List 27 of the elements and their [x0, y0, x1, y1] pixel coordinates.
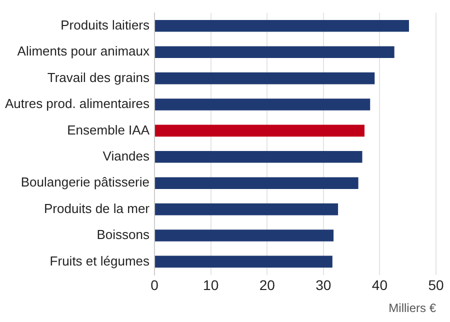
- x-tick-label: 0: [150, 277, 159, 294]
- x-tick-label: 40: [372, 277, 388, 294]
- bar: [155, 151, 362, 163]
- bar: [155, 203, 338, 216]
- x-tick-label: 20: [259, 277, 276, 294]
- y-tick-label: Boissons: [96, 227, 150, 242]
- y-tick-label: Autres prod. alimentaires: [4, 96, 150, 112]
- bar: [155, 124, 364, 137]
- y-tick-label: Aliments pour animaux: [17, 44, 150, 59]
- y-tick-label: Ensemble IAA: [67, 122, 150, 138]
- x-tick-label: 30: [316, 277, 332, 294]
- y-tick-label: Viandes: [102, 148, 150, 164]
- bar: [155, 20, 409, 32]
- y-tick-label: Boulangerie pâtisserie: [20, 174, 150, 190]
- bar: [155, 46, 394, 58]
- y-tick-label: Fruits et légumes: [50, 253, 150, 268]
- y-tick-label: Travail des grains: [47, 70, 150, 85]
- y-tick-label: Produits laitiers: [60, 17, 150, 32]
- bar: [155, 72, 375, 84]
- x-tick-label: 50: [428, 277, 444, 294]
- bar: [155, 256, 332, 268]
- bar: [155, 230, 334, 242]
- y-tick-label: Produits de la mer: [44, 200, 150, 216]
- bar: [155, 177, 358, 189]
- x-tick-label: 10: [203, 277, 219, 294]
- bar: [155, 98, 370, 110]
- x-axis-title: Milliers €: [388, 301, 436, 316]
